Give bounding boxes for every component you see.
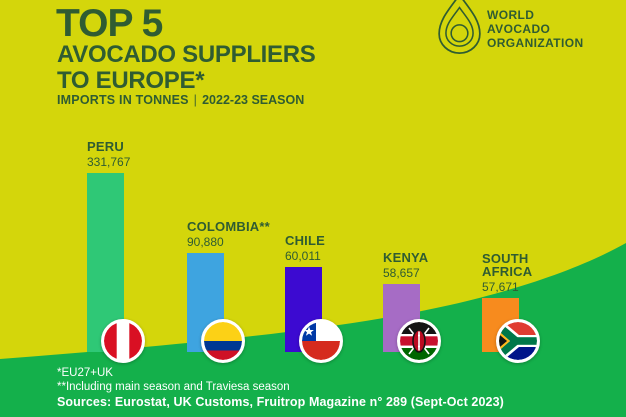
south-africa-flag-icon bbox=[496, 319, 540, 363]
title-line-1: AVOCADO SUPPLIERS bbox=[57, 41, 316, 68]
chile-flag-icon bbox=[299, 319, 343, 363]
org-name-line-3: ORGANIZATION bbox=[487, 36, 584, 51]
country-value-label: 60,011 bbox=[285, 249, 321, 263]
avocado-logo-icon bbox=[438, 0, 481, 54]
org-name-line-2: AVOCADO bbox=[487, 22, 551, 37]
bar-label-kenya: KENYA 58,657 bbox=[383, 251, 475, 280]
caption-imports: IMPORTS IN TONNES bbox=[57, 93, 189, 107]
page-title: TOP 5 bbox=[56, 2, 163, 45]
chart-caption: IMPORTS IN TONNES | 2022-23 SEASON bbox=[57, 93, 304, 107]
bar-label-colombia: COLOMBIA** 90,880 bbox=[187, 220, 279, 249]
country-name-label: PERU bbox=[87, 139, 124, 155]
country-value-label: 90,880 bbox=[187, 235, 224, 249]
page-subtitle-lines: AVOCADO SUPPLIERS TO EUROPE* bbox=[57, 42, 316, 94]
country-value-label: 331,767 bbox=[87, 155, 131, 169]
kenya-flag-icon bbox=[397, 319, 441, 363]
caption-season: 2022-23 SEASON bbox=[202, 93, 305, 107]
bar-label-peru: PERU 331,767 bbox=[87, 140, 179, 169]
colombia-flag-icon bbox=[201, 319, 245, 363]
country-name-label: COLOMBIA** bbox=[187, 219, 270, 235]
org-name: WORLD AVOCADO ORGANIZATION bbox=[487, 8, 584, 50]
bar-label-chile: CHILE 60,011 bbox=[285, 234, 377, 263]
footnote-eu: *EU27+UK bbox=[57, 367, 113, 379]
footnotes: *EU27+UK **Including main season and Tra… bbox=[57, 366, 290, 394]
country-value-label: 58,657 bbox=[383, 266, 420, 280]
country-name-label: CHILE bbox=[285, 233, 325, 249]
sources-line: Sources: Eurostat, UK Customs, Fruitrop … bbox=[57, 395, 504, 409]
country-name-label: KENYA bbox=[383, 250, 429, 266]
footnote-season: **Including main season and Traviesa sea… bbox=[57, 381, 290, 394]
org-name-line-1: WORLD bbox=[487, 8, 535, 22]
country-value-label: 57,671 bbox=[482, 280, 519, 294]
bar-label-south-africa: SOUTH AFRICA 57,671 bbox=[482, 250, 574, 294]
title-line-2: TO EUROPE* bbox=[57, 66, 205, 94]
caption-separator: | bbox=[193, 93, 198, 107]
peru-flag-icon bbox=[101, 319, 145, 363]
country-name-label: SOUTH AFRICA bbox=[482, 250, 533, 280]
